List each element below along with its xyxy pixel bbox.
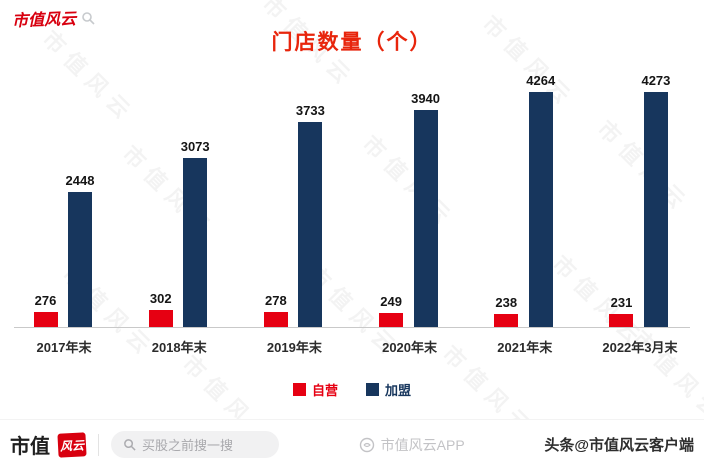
app-watermark-text: 市值风云APP — [380, 436, 465, 453]
bar-自营 — [263, 312, 288, 327]
bar-column: 276 — [33, 293, 58, 327]
x-axis-label: 2021年末 — [497, 340, 553, 355]
bar-加盟 — [67, 192, 92, 327]
bar-column: 249 — [379, 294, 404, 327]
bar-column: 302 — [148, 291, 173, 327]
fengyun-app-icon — [359, 437, 374, 452]
bar-加盟 — [413, 110, 438, 327]
search-placeholder: 买股之前搜一搜 — [142, 438, 234, 453]
bar-value-label: 4264 — [526, 73, 556, 88]
bar-value-label: 3940 — [411, 91, 441, 106]
bar-group: 249 3940 — [364, 91, 456, 327]
bar-自营 — [609, 314, 634, 327]
x-axis-label: 2019年末 — [266, 340, 322, 355]
bar-value-label: 278 — [265, 293, 287, 308]
x-axis-label: 2017年末 — [36, 340, 92, 355]
bar-column: 4264 — [526, 73, 555, 327]
bar-加盟 — [183, 158, 208, 327]
bar-column: 238 — [494, 295, 519, 327]
bar-column: 2448 — [65, 173, 95, 327]
brand-logo-text: 市值风云 — [11, 10, 77, 31]
search-icon — [124, 439, 136, 451]
legend-swatch-self-operated — [292, 383, 306, 396]
legend-swatch-franchise — [366, 383, 379, 396]
footer-brand-seal: 风云 — [57, 431, 87, 458]
legend-item-self-operated: 自营 — [292, 380, 338, 399]
bar-group: 278 3733 — [248, 103, 340, 327]
bar-chart: 门店数量（个） 276 2448 302 3073 278 3733 249 3940 238 4… — [0, 31, 704, 399]
bar-column: 278 — [263, 293, 288, 327]
footer-bar: 市值 风云 买股之前搜一搜 市值风云APP 头条@市值风云客户端 — [0, 419, 704, 469]
search-icon — [82, 12, 95, 25]
bar-value-label: 3733 — [295, 103, 325, 118]
footer-divider — [98, 433, 99, 456]
chart-legend: 自营 加盟 — [0, 380, 704, 399]
bar-value-label: 302 — [149, 291, 172, 306]
bar-value-label: 231 — [610, 295, 633, 310]
bar-加盟 — [528, 92, 553, 327]
x-axis-label: 2018年末 — [151, 340, 207, 355]
bar-column: 3733 — [296, 103, 325, 327]
bar-加盟 — [298, 122, 323, 327]
x-axis-label: 2022年3月末 — [602, 340, 678, 355]
legend-label-self-operated: 自营 — [311, 383, 338, 398]
x-axis: 2017年末 2018年末 2019年末 2020年末 2021年末 2022年3月末 — [14, 337, 690, 356]
bar-value-label: 3073 — [180, 139, 210, 154]
bar-自营 — [33, 312, 58, 327]
bar-value-label: 238 — [495, 295, 518, 310]
brand-logo: 市值风云 — [12, 6, 95, 30]
plot-area: 276 2448 302 3073 278 3733 249 3940 238 4264 231 42… — [14, 70, 690, 356]
toutiao-account-text: 头条@市值风云客户端 — [544, 437, 694, 454]
bar-group: 276 2448 — [18, 173, 110, 327]
bar-加盟 — [643, 92, 668, 327]
bar-column: 4273 — [641, 73, 670, 327]
search-box[interactable]: 买股之前搜一搜 — [111, 431, 279, 458]
bar-自营 — [494, 314, 519, 327]
bar-column: 231 — [609, 295, 634, 327]
bars-area: 276 2448 302 3073 278 3733 249 3940 238 4264 231 42… — [14, 70, 690, 328]
app-watermark: 市值风云APP — [359, 435, 465, 455]
bar-column: 3073 — [181, 139, 210, 327]
footer-brand-text: 市值 — [10, 436, 50, 458]
bar-value-label: 2448 — [65, 173, 95, 188]
bar-自营 — [148, 310, 173, 327]
chart-title: 门店数量（个） — [271, 31, 433, 54]
bar-value-label: 4273 — [641, 73, 671, 88]
footer-brand-area: 市值 风云 买股之前搜一搜 — [10, 430, 279, 459]
x-axis-label: 2020年末 — [382, 340, 438, 355]
bar-value-label: 276 — [34, 293, 57, 308]
legend-item-franchise: 加盟 — [366, 380, 411, 399]
bar-group: 302 3073 — [133, 139, 225, 327]
bar-group: 231 4273 — [594, 73, 686, 327]
bar-column: 3940 — [411, 91, 440, 327]
bar-value-label: 249 — [380, 294, 402, 309]
legend-label-franchise: 加盟 — [385, 383, 412, 398]
bar-group: 238 4264 — [479, 73, 571, 327]
bar-自营 — [379, 313, 404, 327]
